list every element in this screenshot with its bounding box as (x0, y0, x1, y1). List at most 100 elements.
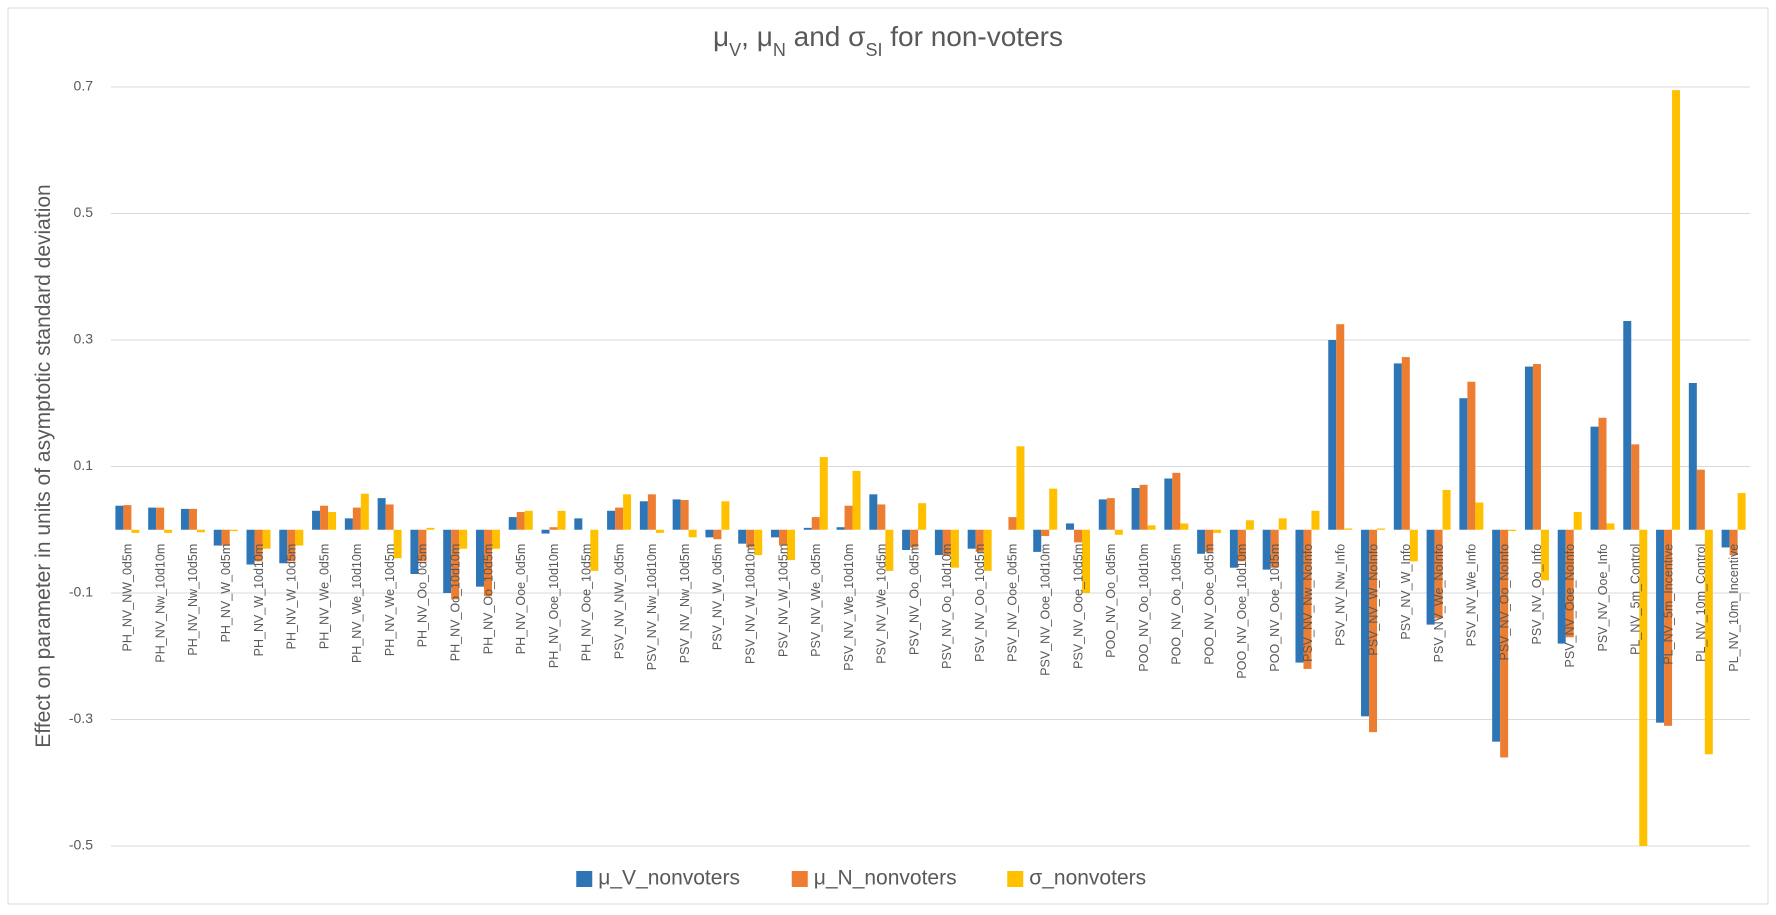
bar (1328, 340, 1337, 530)
bar (1303, 529, 1312, 669)
x-tick-label: PH_NV_Ooe_10d10m (547, 544, 561, 668)
x-tick-label: PSV_NV_We_0d5m (809, 544, 823, 657)
x-tick-label: PSV_NV_We_Info (1465, 544, 1479, 647)
bar (1459, 398, 1468, 530)
x-tick-label: PH_NV_We_10d5m (383, 544, 397, 656)
bar (115, 505, 124, 530)
bar (312, 510, 321, 530)
y-tick-label: 0.7 (74, 78, 94, 94)
bar (1139, 484, 1148, 530)
bar (967, 529, 976, 549)
x-tick-label: PSV_NV_W_Info (1399, 544, 1413, 640)
bar (1573, 512, 1582, 530)
bar (475, 529, 484, 587)
bar (1639, 529, 1648, 846)
bar (426, 527, 435, 530)
x-tick-label: PL_NV_5m_Control (1629, 544, 1643, 655)
bar (1262, 529, 1271, 570)
x-tick-label: PH_NV_Ooe_10d5m (580, 544, 594, 661)
bar (1344, 528, 1353, 530)
bar (418, 529, 427, 562)
bar (1229, 529, 1238, 568)
bar (410, 529, 419, 575)
bar (786, 529, 795, 561)
x-tick-label: PH_NV_Oo_0d5m (416, 544, 430, 648)
bar (623, 494, 632, 530)
bar (262, 529, 271, 549)
bar (1082, 529, 1091, 593)
bar (1590, 426, 1599, 530)
x-tick-label: PSV_NV_Oo_10d10m (940, 544, 954, 669)
bar (1245, 520, 1254, 530)
bar (836, 527, 845, 530)
bar (1500, 529, 1509, 758)
bar (451, 529, 460, 600)
bar (1213, 529, 1222, 533)
bar (942, 529, 951, 556)
bar (1147, 525, 1156, 530)
bar (1016, 446, 1025, 530)
bar (148, 507, 157, 530)
title-part: μ (713, 21, 729, 52)
legend-label: σ_nonvoters (1029, 867, 1146, 890)
bar (516, 512, 525, 530)
bar (1114, 529, 1123, 535)
bar (1631, 444, 1640, 530)
bar (188, 508, 197, 530)
bar (615, 507, 624, 530)
x-tick-label: PSV_NV_Ooe_10d10m (1039, 544, 1053, 676)
bar (352, 507, 361, 530)
x-tick-label: PH_NV_Nw_10d5m (186, 544, 200, 656)
title-part: , μ (741, 21, 773, 52)
bar (869, 494, 878, 530)
bar (385, 504, 394, 530)
x-tick-label: PSV_NV_Nw_Info (1334, 544, 1348, 646)
y-tick-label: -0.5 (69, 837, 93, 853)
bar (344, 518, 353, 530)
x-tick-label: PH_NV_Nw_10d10m (153, 544, 167, 663)
bar (557, 510, 566, 530)
bar (934, 529, 943, 556)
bar (1205, 529, 1214, 552)
bar (680, 500, 689, 530)
x-tick-label: POO_NV_Oo_0d5m (1104, 544, 1118, 658)
bar (1672, 90, 1681, 530)
bar (1041, 529, 1050, 537)
x-tick-label: PSV_NV_We_10d10m (842, 544, 856, 671)
bar (213, 529, 222, 546)
bar (1688, 383, 1697, 530)
x-tick-label: PL_NV_5m_Incentive (1661, 544, 1675, 665)
bar (754, 529, 763, 556)
bar (918, 503, 927, 530)
x-tick-label: PH_NV_We_0d5m (317, 544, 331, 649)
x-tick-label: PSV_NV_We_10d5m (875, 544, 889, 664)
x-tick-label: POO_NV_Ooe_10d10m (1235, 544, 1249, 679)
bar (196, 529, 205, 533)
bar (1696, 469, 1705, 530)
bar (1737, 493, 1746, 530)
x-tick-label: PSV_NV_W_0d5m (711, 544, 725, 650)
x-tick-label: PL_NV_10m_Incentive (1727, 544, 1741, 672)
x-tick-label: PH_NV_W_10d5m (285, 544, 299, 650)
bar (1106, 498, 1115, 530)
chart-frame (7, 7, 1769, 905)
bar (655, 529, 664, 533)
bar (229, 529, 238, 532)
bar (1606, 523, 1615, 530)
x-tick-label: PSV_NV_Oo_Info (1530, 544, 1544, 645)
bar (1377, 528, 1386, 530)
bar (902, 529, 911, 550)
bar (1704, 529, 1713, 755)
bar (1361, 529, 1370, 717)
bar (1565, 529, 1574, 638)
legend-swatch (1007, 871, 1024, 887)
bar (1729, 529, 1738, 556)
bar (1164, 478, 1173, 530)
bar (279, 529, 288, 564)
bar (844, 505, 853, 530)
bar (156, 507, 165, 530)
bar (819, 457, 828, 530)
x-tick-label: POO_NV_Ooe_0d5m (1202, 544, 1216, 665)
bar (1532, 364, 1541, 530)
x-tick-label: PSV_NV_Nw_10d5m (678, 544, 692, 664)
